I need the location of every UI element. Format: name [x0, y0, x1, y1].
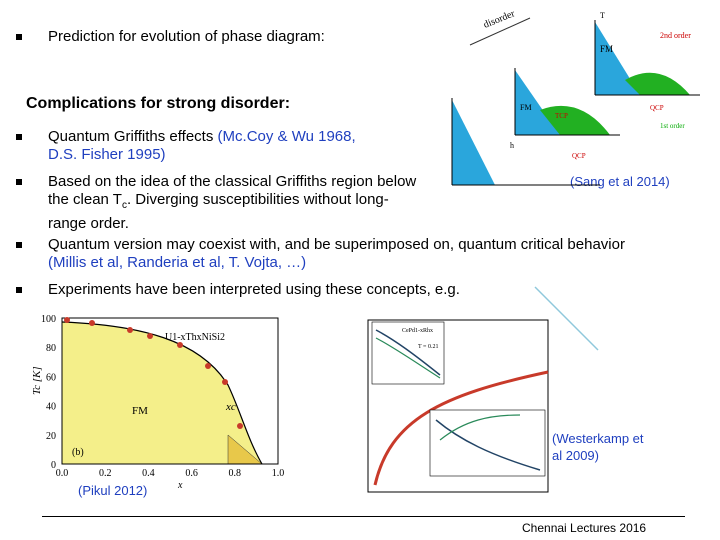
- arrow: [469, 17, 531, 46]
- label: U1-xThxNiSi2: [165, 332, 225, 343]
- x-tick-label: 0.0: [56, 468, 69, 479]
- bullet: Based on the idea of the classical Griff…: [48, 173, 418, 233]
- label: FM: [132, 405, 148, 417]
- curve: [373, 370, 549, 486]
- y-tick-label: 80: [46, 343, 56, 354]
- bullet: Quantum Griffiths effects (Mc.Coy & Wu 1…: [48, 128, 378, 164]
- y-tick-label: 0: [51, 460, 56, 471]
- bullet-marker: [16, 179, 22, 185]
- label: 1st order: [660, 122, 685, 130]
- bullet-marker: [16, 242, 22, 248]
- label: disorder: [482, 8, 517, 31]
- bullet-text: Experiments have been interpreted using …: [48, 281, 460, 298]
- y-tick-label: 60: [46, 372, 56, 383]
- fm-region: [62, 322, 262, 464]
- label: TCP: [555, 112, 568, 120]
- bullet-text: . Diverging susceptibilities without lon…: [48, 191, 389, 232]
- heading: Complications for strong disorder:: [26, 95, 291, 112]
- figure-right: CePd1-xRhx T = 0.21: [367, 319, 549, 493]
- citation: (Westerkamp et al 2009): [552, 431, 644, 463]
- label: T = 0.21: [418, 344, 438, 350]
- x-tick-label: 1.0: [272, 468, 285, 479]
- label: (b): [72, 447, 84, 458]
- intro: Prediction for evolution of phase diagra…: [48, 28, 325, 45]
- footer-rule: [42, 516, 685, 517]
- bullet-marker: [16, 287, 22, 293]
- label: QCP: [650, 104, 664, 112]
- bullet-text: Based on the idea of the classical Griff…: [48, 173, 417, 208]
- x-tick-label: 0.2: [99, 468, 112, 479]
- guide-line: [534, 286, 599, 351]
- bullet-text: c: [121, 200, 127, 211]
- y-tick-label: 100: [41, 314, 56, 325]
- data-points: [64, 317, 243, 429]
- bullet-marker: [16, 34, 22, 40]
- tc-curve: [61, 321, 263, 465]
- frame: [61, 317, 279, 465]
- label: FM: [600, 44, 613, 54]
- label: CePd1-xRhx: [402, 328, 433, 334]
- y-tick-label: 40: [46, 402, 56, 413]
- region: [595, 22, 640, 95]
- bullet: Experiments have been interpreted using …: [48, 281, 648, 299]
- y-tick-label: 20: [46, 431, 56, 442]
- x-tick-label: 0.4: [142, 468, 155, 479]
- bullet-marker: [16, 134, 22, 140]
- citation: (Pikul 2012): [78, 483, 148, 498]
- label: T: [600, 11, 605, 20]
- label: FM: [520, 103, 532, 112]
- footer: Chennai Lectures 2016: [522, 521, 647, 535]
- axis-label: Tc [K]: [31, 366, 43, 395]
- citation: (Mc.Coy & Wu 1968, D.S. Fisher 1995): [48, 128, 356, 163]
- phase-diagram: disorder FM 2nd order T FM TCP QCP 1st o…: [451, 8, 700, 186]
- label: h: [510, 141, 514, 150]
- label: xc: [225, 401, 236, 413]
- x-tick-label: 0.8: [229, 468, 242, 479]
- x-tick-label: 0.6: [185, 468, 198, 479]
- bullet-text: Quantum version may coexist with, and be…: [48, 236, 625, 253]
- frame: [367, 319, 549, 493]
- citation: (Millis et al, Randeria et al, T. Vojta,…: [48, 254, 307, 271]
- bullet: Quantum version may coexist with, and be…: [48, 236, 648, 272]
- axis-label: x: [177, 480, 183, 491]
- bullet-text: Quantum Griffiths effects: [48, 128, 218, 145]
- figure-left: U1-xThxNiSi2 FM (b) xc Tc [K] x 0 20 40 60 8…: [31, 314, 284, 491]
- label: QCP: [572, 152, 586, 160]
- label: 2nd order: [660, 31, 691, 40]
- region: [625, 72, 690, 95]
